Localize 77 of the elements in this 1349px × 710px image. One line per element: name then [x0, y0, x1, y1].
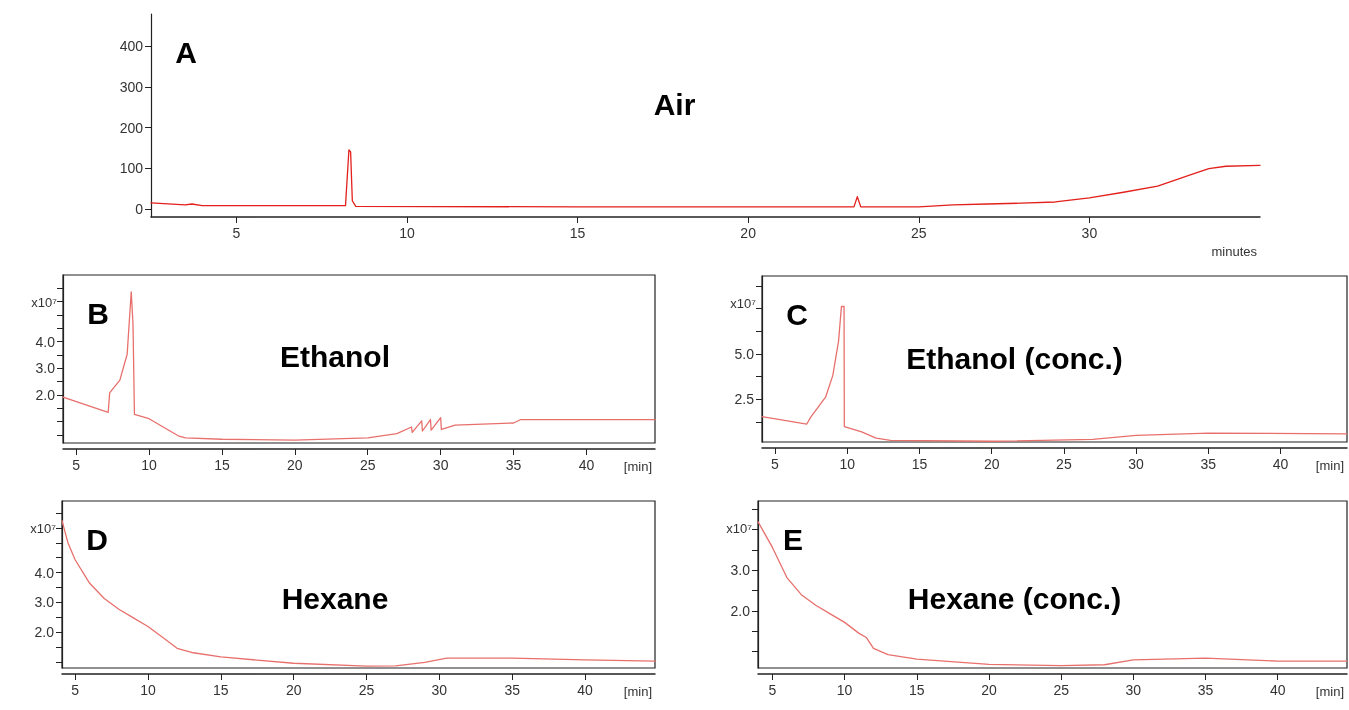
y-axis-title: x10⁷ [31, 294, 58, 310]
x-axis-title: [min] [1315, 683, 1344, 699]
annotation: E [782, 522, 804, 556]
x-tick-label: 25 [910, 225, 927, 241]
text: Hexane [281, 581, 389, 615]
x-tick-label: 15 [911, 456, 928, 472]
y-tick-label: 300 [119, 79, 144, 96]
y-tick-label: 3.0 [730, 562, 751, 579]
text: Ethanol (conc.) [906, 341, 1123, 375]
y-tick-label: 4.0 [34, 564, 55, 581]
annotation: D [86, 522, 108, 556]
x-tick-label: 25 [359, 457, 376, 473]
x-tick-label: 35 [505, 457, 522, 473]
x-tick-label: 40 [1272, 456, 1289, 472]
x-tick-label: 20 [981, 682, 997, 698]
x-tick-label: 10 [836, 682, 853, 698]
x-tick-label: 20 [740, 225, 757, 241]
x-tick-label: 40 [1269, 682, 1286, 698]
y-tick-label: 3.0 [34, 594, 55, 611]
x-tick-label: 10 [839, 456, 856, 472]
x-tick-label: 15 [213, 682, 229, 698]
x-tick-label: 5 [771, 456, 780, 472]
x-tick-label: 20 [287, 457, 303, 473]
x-tick-label: 5 [71, 682, 80, 698]
x-tick-label: 10 [140, 682, 156, 698]
text: Ethanol [280, 339, 390, 373]
y-tick-label: 100 [119, 160, 144, 177]
annotation: B [87, 296, 109, 330]
y-tick-label: 200 [119, 119, 144, 136]
x-tick-label: 30 [1128, 456, 1145, 472]
y-tick-label: 4.0 [35, 333, 56, 350]
y-tick-label: 400 [119, 38, 144, 55]
x-axis-title: minutes [1211, 243, 1258, 259]
x-tick-label: 40 [577, 682, 594, 698]
y-axis-title: x10⁷ [30, 520, 57, 536]
y-tick-label: 2.5 [734, 391, 755, 408]
y-axis-title: x10⁷ [726, 520, 753, 536]
y-tick-label: 2.0 [730, 602, 751, 619]
y-tick-label: 5.0 [734, 346, 755, 363]
x-tick-label: 30 [1081, 225, 1098, 241]
x-tick-label: 25 [1053, 682, 1070, 698]
x-tick-label: 40 [578, 457, 595, 473]
y-tick-label: 2.0 [35, 387, 56, 403]
line-series [761, 305, 1348, 442]
x-tick-label: 30 [1125, 682, 1142, 698]
x-tick-label: 30 [431, 682, 448, 698]
line-series [61, 520, 656, 667]
x-tick-label: 20 [285, 682, 302, 698]
text: Air [653, 87, 696, 121]
line-series [62, 291, 656, 441]
x-tick-label: 15 [569, 225, 586, 241]
y-tick-label: 3.0 [35, 360, 56, 377]
x-tick-label: 20 [983, 456, 1000, 472]
x-tick-label: 15 [214, 457, 230, 473]
x-tick-label: 15 [909, 682, 925, 698]
x-tick-label: 5 [768, 682, 777, 698]
x-tick-label: 35 [504, 682, 521, 698]
x-tick-label: 30 [432, 457, 449, 473]
line-series [757, 521, 1348, 667]
x-tick-label: 35 [1197, 682, 1214, 698]
annotation: C [786, 297, 808, 331]
x-tick-label: 10 [399, 225, 415, 241]
x-tick-label: 25 [358, 682, 375, 698]
annotation: A [175, 35, 197, 69]
text: Hexane (conc.) [907, 581, 1122, 615]
y-tick-label: 0 [135, 200, 144, 217]
line-series [150, 149, 1261, 208]
x-tick-label: 35 [1200, 456, 1217, 472]
x-tick-label: 25 [1056, 456, 1072, 472]
x-axis-title: [min] [623, 458, 652, 474]
x-axis-title: [min] [623, 683, 652, 699]
x-tick-label: 5 [232, 225, 241, 241]
x-tick-label: 10 [141, 457, 158, 473]
x-tick-label: 5 [72, 457, 81, 473]
y-tick-label: 2.0 [34, 624, 55, 641]
y-axis-title: x10⁷ [730, 295, 757, 311]
x-axis-title: [min] [1315, 457, 1344, 473]
